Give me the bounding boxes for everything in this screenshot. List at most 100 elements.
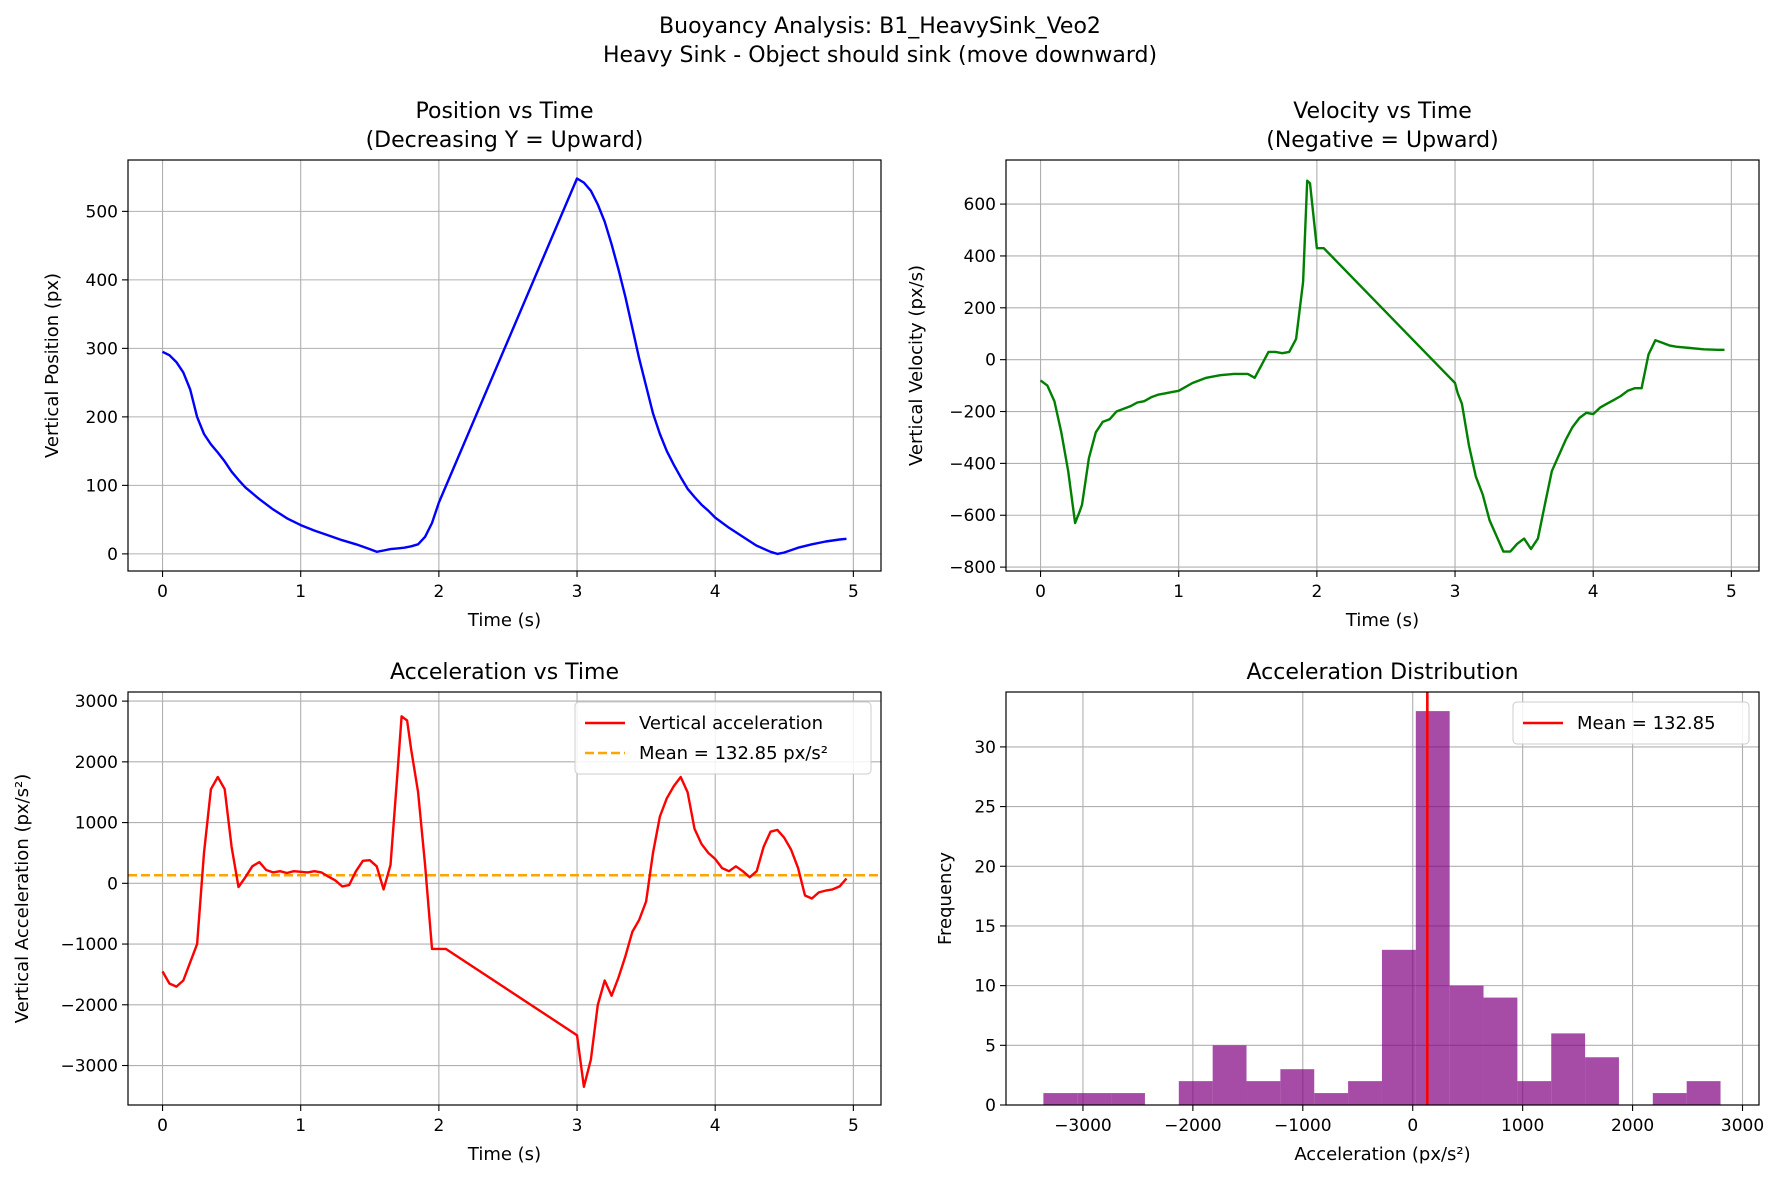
position-subtitle: (Decreasing Y = Upward) [366, 128, 644, 153]
x-tick-label: 2 [433, 1116, 444, 1136]
y-tick-label: −600 [949, 506, 996, 526]
y-tick-label: 5 [985, 1036, 996, 1056]
y-tick-label: 200 [86, 408, 118, 428]
y-tick-label: −3000 [60, 1057, 118, 1077]
x-tick-label: −1000 [1274, 1116, 1332, 1136]
acceleration-series-line [161, 715, 848, 1089]
velocity-title: Velocity vs Time [1293, 99, 1472, 124]
histogram-bar [1043, 1093, 1078, 1105]
y-tick-label: 3000 [75, 692, 118, 712]
histogram-bar [1686, 1081, 1721, 1105]
histogram-bar [1585, 1057, 1619, 1105]
y-tick-label: 2000 [75, 753, 118, 773]
x-tick-label: 3 [1450, 582, 1461, 602]
y-tick-label: 500 [86, 202, 118, 222]
acceleration-xlabel: Time (s) [467, 1144, 541, 1165]
y-tick-label: 100 [86, 476, 118, 496]
distribution-legend: Mean = 132.85 [1512, 701, 1750, 745]
position-title: Position vs Time [416, 99, 594, 124]
y-tick-label: 200 [964, 299, 996, 319]
x-tick-label: 0 [1035, 582, 1046, 602]
legend-box [574, 701, 872, 775]
distribution-panel: −3000 −2000 −1000 0 1000 2000 3000 0 5 10 15 20 25 30… [935, 660, 1764, 1165]
x-tick-label: 4 [1588, 582, 1599, 602]
x-tick-label: 2 [1311, 582, 1322, 602]
acceleration-axes-frame [127, 691, 882, 1106]
velocity-data [1039, 179, 1725, 553]
histogram-bar [1381, 949, 1416, 1105]
y-tick-label: 10 [974, 977, 996, 997]
x-tick-label: 1 [295, 1116, 306, 1136]
velocity-series-line [1039, 179, 1725, 553]
velocity-panel: 0 1 2 3 4 5 −800 −600 −400 −200 0 200 400 600 Velocity… [906, 99, 1760, 631]
x-tick-label: 1000 [1501, 1116, 1544, 1136]
position-series-line [161, 177, 847, 556]
acceleration-data [128, 715, 881, 1089]
acceleration-ylabel: Vertical Acceleration (px/s²) [12, 774, 33, 1023]
legend-box [1512, 701, 1750, 745]
x-tick-label: 1 [1173, 582, 1184, 602]
acceleration-legend: Vertical acceleration Mean = 132.85 px/s² [574, 701, 872, 775]
y-tick-label: 600 [964, 195, 996, 215]
velocity-ylabel: Vertical Velocity (px/s) [906, 265, 927, 466]
velocity-subtitle: (Negative = Upward) [1266, 128, 1498, 153]
x-tick-label: 3000 [1721, 1116, 1764, 1136]
x-tick-label: 4 [710, 582, 721, 602]
y-tick-label: 400 [964, 247, 996, 267]
y-tick-label: 30 [974, 738, 996, 758]
distribution-axes-frame [1005, 691, 1760, 1106]
x-tick-label: 3 [572, 1116, 583, 1136]
histogram-bar [1449, 985, 1484, 1105]
x-tick-label: 0 [157, 1116, 168, 1136]
position-ylabel: Vertical Position (px) [42, 273, 63, 458]
histogram-bar [1483, 997, 1518, 1105]
x-tick-label: 5 [1726, 582, 1737, 602]
histogram-bar [1111, 1093, 1145, 1105]
y-tick-label: 20 [974, 857, 996, 877]
x-tick-label: 2 [433, 582, 444, 602]
histogram-bar [1077, 1093, 1112, 1105]
x-tick-label: 3 [572, 582, 583, 602]
x-tick-label: 5 [848, 1116, 859, 1136]
y-tick-label: 1000 [75, 814, 118, 834]
histogram-bar [1652, 1093, 1687, 1105]
y-tick-label: −2000 [60, 996, 118, 1016]
y-tick-label: −800 [949, 558, 996, 578]
histogram-bar [1415, 711, 1450, 1105]
distribution-title: Acceleration Distribution [1246, 660, 1518, 685]
legend-label: Mean = 132.85 [1577, 713, 1716, 734]
histogram-bar [1517, 1081, 1552, 1105]
distribution-data [1043, 692, 1721, 1105]
velocity-xlabel: Time (s) [1345, 610, 1419, 631]
legend-label: Mean = 132.85 px/s² [639, 743, 828, 764]
histogram-bar [1551, 1033, 1586, 1105]
histogram-bar [1246, 1081, 1281, 1105]
x-tick-label: 0 [1407, 1116, 1418, 1136]
y-tick-label: 400 [86, 271, 118, 291]
histogram-bar [1348, 1081, 1382, 1105]
figure-title-line1: Buoyancy Analysis: B1_HeavySink_Veo2 [659, 14, 1101, 39]
x-tick-label: −3000 [1054, 1116, 1112, 1136]
y-tick-label: 15 [974, 917, 996, 937]
x-tick-label: 1 [295, 582, 306, 602]
histogram-bar [1178, 1081, 1213, 1105]
histogram-bar [1280, 1069, 1315, 1105]
y-tick-label: 0 [985, 351, 996, 371]
legend-label: Vertical acceleration [639, 713, 823, 734]
x-tick-label: 2000 [1611, 1116, 1654, 1136]
histogram-bar [1314, 1093, 1349, 1105]
y-tick-label: −1000 [60, 935, 118, 955]
x-tick-label: 4 [710, 1116, 721, 1136]
distribution-xlabel: Acceleration (px/s²) [1294, 1144, 1470, 1165]
acceleration-title: Acceleration vs Time [390, 660, 619, 685]
distribution-ylabel: Frequency [935, 852, 956, 945]
y-tick-label: −200 [949, 403, 996, 423]
acceleration-panel: 0 1 2 3 4 5 −3000 −2000 −1000 0 1000 2000 3000 Accele… [12, 660, 882, 1165]
y-tick-label: 0 [985, 1096, 996, 1116]
position-data [161, 177, 847, 556]
y-tick-label: 0 [107, 545, 118, 565]
x-tick-label: 5 [848, 582, 859, 602]
position-xlabel: Time (s) [467, 610, 541, 631]
position-axes-frame [127, 159, 882, 572]
